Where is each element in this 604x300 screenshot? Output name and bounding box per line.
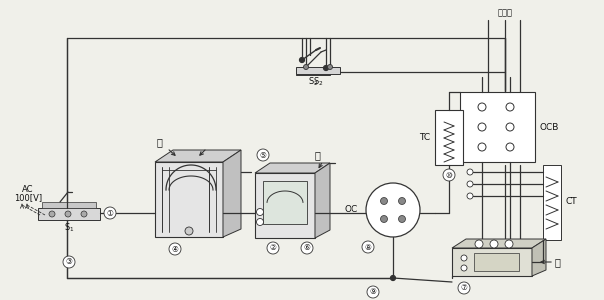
Circle shape: [381, 215, 388, 223]
Text: 100[V]: 100[V]: [14, 194, 42, 202]
Text: ⑩: ⑩: [446, 170, 452, 179]
Text: AC: AC: [22, 185, 34, 194]
Circle shape: [505, 240, 513, 248]
Bar: [543, 165, 561, 240]
Polygon shape: [296, 68, 330, 75]
Polygon shape: [452, 248, 532, 276]
Circle shape: [324, 65, 329, 70]
Text: ①: ①: [106, 208, 114, 217]
Circle shape: [327, 64, 332, 70]
Circle shape: [475, 240, 483, 248]
Circle shape: [303, 64, 309, 70]
Circle shape: [461, 255, 467, 261]
Polygon shape: [532, 239, 546, 276]
Circle shape: [104, 207, 116, 219]
Circle shape: [399, 215, 405, 223]
Circle shape: [478, 143, 486, 151]
Text: S$_2$: S$_2$: [313, 76, 323, 88]
Circle shape: [458, 282, 470, 294]
Text: ⑦: ⑦: [461, 284, 467, 292]
Polygon shape: [296, 67, 340, 74]
Text: Ⓐ: Ⓐ: [157, 137, 163, 147]
Circle shape: [461, 265, 467, 271]
Polygon shape: [452, 239, 546, 248]
Circle shape: [267, 242, 279, 254]
Circle shape: [478, 103, 486, 111]
Polygon shape: [42, 202, 96, 208]
Text: CT: CT: [565, 197, 577, 206]
Text: OCB: OCB: [540, 122, 559, 131]
Circle shape: [81, 211, 87, 217]
Circle shape: [391, 275, 396, 281]
Circle shape: [169, 243, 181, 255]
Circle shape: [257, 208, 263, 215]
Polygon shape: [155, 162, 223, 237]
Text: S$_1$: S$_1$: [64, 222, 74, 234]
Circle shape: [362, 241, 374, 253]
Text: S$_2$: S$_2$: [307, 76, 318, 88]
Circle shape: [257, 149, 269, 161]
Circle shape: [381, 197, 388, 205]
Circle shape: [506, 103, 514, 111]
Circle shape: [367, 286, 379, 298]
Polygon shape: [255, 173, 315, 238]
Text: ⑥: ⑥: [304, 244, 310, 253]
Circle shape: [467, 193, 473, 199]
Circle shape: [301, 242, 313, 254]
Circle shape: [185, 227, 193, 235]
Circle shape: [467, 181, 473, 187]
Text: OC: OC: [345, 206, 358, 214]
Polygon shape: [315, 163, 330, 238]
Circle shape: [63, 256, 75, 268]
Text: ②: ②: [269, 244, 277, 253]
Circle shape: [300, 58, 304, 62]
Polygon shape: [38, 208, 100, 220]
Circle shape: [366, 183, 420, 237]
Circle shape: [65, 211, 71, 217]
Text: ④: ④: [172, 244, 178, 253]
Circle shape: [443, 169, 455, 181]
Text: ⑨: ⑨: [370, 287, 376, 296]
Text: TC: TC: [419, 133, 430, 142]
Circle shape: [506, 143, 514, 151]
Circle shape: [506, 123, 514, 131]
Bar: [460, 92, 535, 162]
Circle shape: [49, 211, 55, 217]
Text: ③: ③: [66, 257, 72, 266]
Circle shape: [490, 240, 498, 248]
Circle shape: [399, 197, 405, 205]
Polygon shape: [155, 150, 241, 162]
Text: Ⓑ: Ⓑ: [314, 150, 320, 160]
Polygon shape: [223, 150, 241, 237]
Circle shape: [478, 123, 486, 131]
Circle shape: [257, 218, 263, 226]
Circle shape: [467, 169, 473, 175]
Text: ⑤: ⑤: [260, 151, 266, 160]
Text: Ⓒ: Ⓒ: [554, 257, 560, 267]
Text: ⑧: ⑧: [365, 242, 371, 251]
Text: 전원측: 전원측: [498, 8, 513, 17]
Bar: [263, 181, 307, 224]
Polygon shape: [255, 163, 330, 173]
Bar: [474, 253, 519, 271]
Bar: [435, 110, 463, 165]
